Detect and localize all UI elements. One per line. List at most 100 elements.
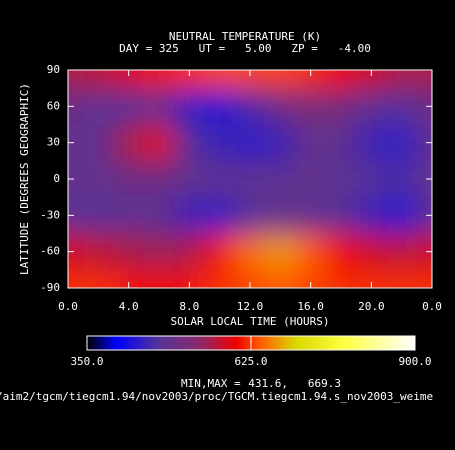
- heat-cell: [68, 197, 84, 234]
- heat-cell: [325, 124, 357, 162]
- heat-cell: [68, 124, 84, 162]
- y-axis-label: LATITUDE (DEGREES GEOGRAPHIC): [18, 83, 31, 275]
- heat-cell: [295, 88, 327, 125]
- heat-cell: [113, 124, 145, 162]
- heat-cell: [416, 269, 432, 288]
- heat-cell: [143, 197, 175, 234]
- heat-cell: [143, 269, 175, 288]
- colorbar-tick-label: 350.0: [70, 355, 103, 368]
- heat-cell: [83, 70, 114, 89]
- heat-cell: [325, 233, 357, 271]
- x-tick-label: 16.0: [297, 300, 324, 313]
- heat-cell: [356, 233, 387, 271]
- heat-cell: [265, 160, 296, 198]
- y-tick-label: 90: [47, 63, 60, 76]
- heat-cell: [416, 70, 432, 89]
- heat-cell: [356, 160, 387, 198]
- heat-cell: [265, 124, 296, 162]
- heat-cell: [325, 160, 357, 198]
- colorbar-tick-label: 625.0: [234, 355, 267, 368]
- y-tick-label: 60: [47, 99, 60, 112]
- heat-cell: [143, 160, 175, 198]
- heat-cell: [295, 124, 327, 162]
- heat-cell: [265, 88, 296, 125]
- heat-cell: [325, 70, 357, 89]
- y-tick-label: -30: [40, 208, 60, 221]
- heat-cell: [113, 269, 145, 288]
- heat-cell: [113, 70, 145, 89]
- heat-cell: [68, 233, 84, 271]
- chart-title: NEUTRAL TEMPERATURE (K): [169, 30, 321, 43]
- heat-cell: [204, 124, 236, 162]
- y-tick-label: -90: [40, 281, 60, 294]
- heat-cell: [68, 160, 84, 198]
- heat-cell: [83, 197, 114, 234]
- heat-cell: [113, 197, 145, 234]
- heat-cell: [68, 88, 84, 125]
- y-tick-label: 30: [47, 136, 60, 149]
- heat-cell: [265, 70, 296, 89]
- heat-cell: [416, 233, 432, 271]
- heat-cell: [174, 160, 205, 198]
- heat-cell: [386, 269, 418, 288]
- heat-cell: [416, 160, 432, 198]
- heat-cell: [356, 70, 387, 89]
- heat-cell: [265, 233, 296, 271]
- heat-cell: [416, 88, 432, 125]
- heat-cell: [356, 88, 387, 125]
- heat-cell: [234, 124, 266, 162]
- heat-cell: [386, 70, 418, 89]
- heat-cell: [174, 70, 205, 89]
- heat-cell: [416, 197, 432, 234]
- heat-cell: [83, 160, 114, 198]
- heat-cell: [295, 160, 327, 198]
- heat-cell: [386, 233, 418, 271]
- heat-cell: [113, 88, 145, 125]
- heat-cell: [143, 70, 175, 89]
- heat-cell: [113, 233, 145, 271]
- heat-cell: [204, 160, 236, 198]
- heat-cell: [83, 269, 114, 288]
- colorbar-tick-label: 900.0: [398, 355, 431, 368]
- heat-cell: [68, 269, 84, 288]
- heat-cell: [234, 160, 266, 198]
- heat-cell: [386, 124, 418, 162]
- heat-cell: [113, 160, 145, 198]
- file-path: /aim2/tgcm/tiegcm1.94/nov2003/proc/TGCM.…: [0, 390, 433, 403]
- heat-cell: [174, 197, 205, 234]
- max-label: 669.3: [308, 377, 341, 390]
- heat-cell: [204, 70, 236, 89]
- heat-cell: [295, 197, 327, 234]
- heat-cell: [174, 233, 205, 271]
- heat-cell: [234, 197, 266, 234]
- heat-cell: [143, 233, 175, 271]
- heat-cell: [265, 269, 296, 288]
- heat-cell: [356, 124, 387, 162]
- heat-cell: [204, 233, 236, 271]
- heat-cell: [295, 233, 327, 271]
- heat-cell: [143, 88, 175, 125]
- heat-cell: [234, 233, 266, 271]
- x-tick-label: 8.0: [179, 300, 199, 313]
- x-tick-label: 0.0: [422, 300, 442, 313]
- heat-cell: [174, 269, 205, 288]
- heat-cell: [356, 197, 387, 234]
- y-tick-label: -60: [40, 245, 60, 258]
- heat-cell: [295, 70, 327, 89]
- heat-cell: [325, 197, 357, 234]
- heat-cell: [265, 197, 296, 234]
- x-tick-label: 4.0: [119, 300, 139, 313]
- heat-cell: [143, 124, 175, 162]
- heat-cell: [325, 88, 357, 125]
- y-tick-label: 0: [53, 172, 60, 185]
- x-tick-label: 0.0: [58, 300, 78, 313]
- heat-cell: [204, 269, 236, 288]
- heat-cell: [386, 197, 418, 234]
- heat-cell: [416, 124, 432, 162]
- heat-cell: [234, 70, 266, 89]
- heat-cell: [83, 233, 114, 271]
- heat-cell: [174, 88, 205, 125]
- heat-cell: [356, 269, 387, 288]
- min-label: 431.6,: [248, 377, 288, 390]
